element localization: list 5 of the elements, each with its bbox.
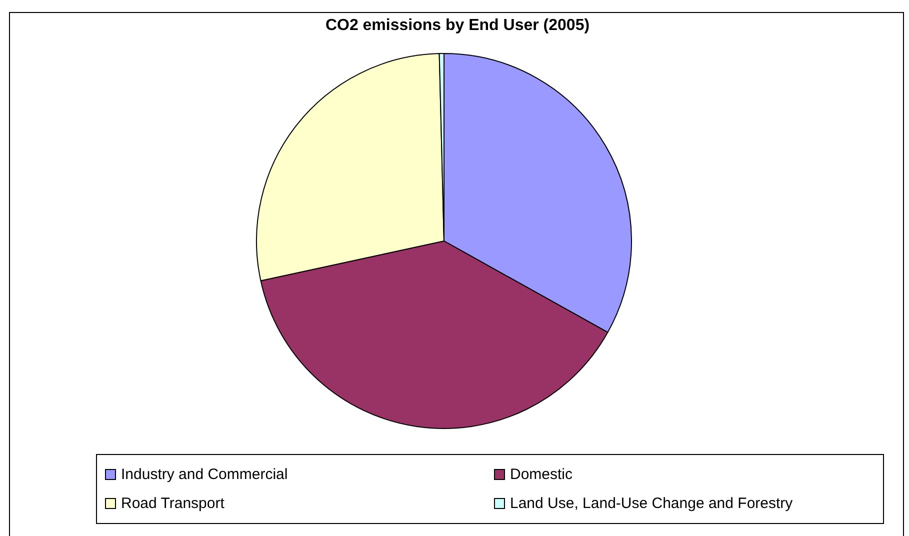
legend-label: Land Use, Land-Use Change and Forestry [510,494,793,512]
legend-label: Industry and Commercial [121,466,288,484]
legend-label: Domestic [510,466,573,484]
legend-label: Road Transport [121,494,224,512]
chart-title: CO2 emissions by End User (2005) [324,17,591,35]
